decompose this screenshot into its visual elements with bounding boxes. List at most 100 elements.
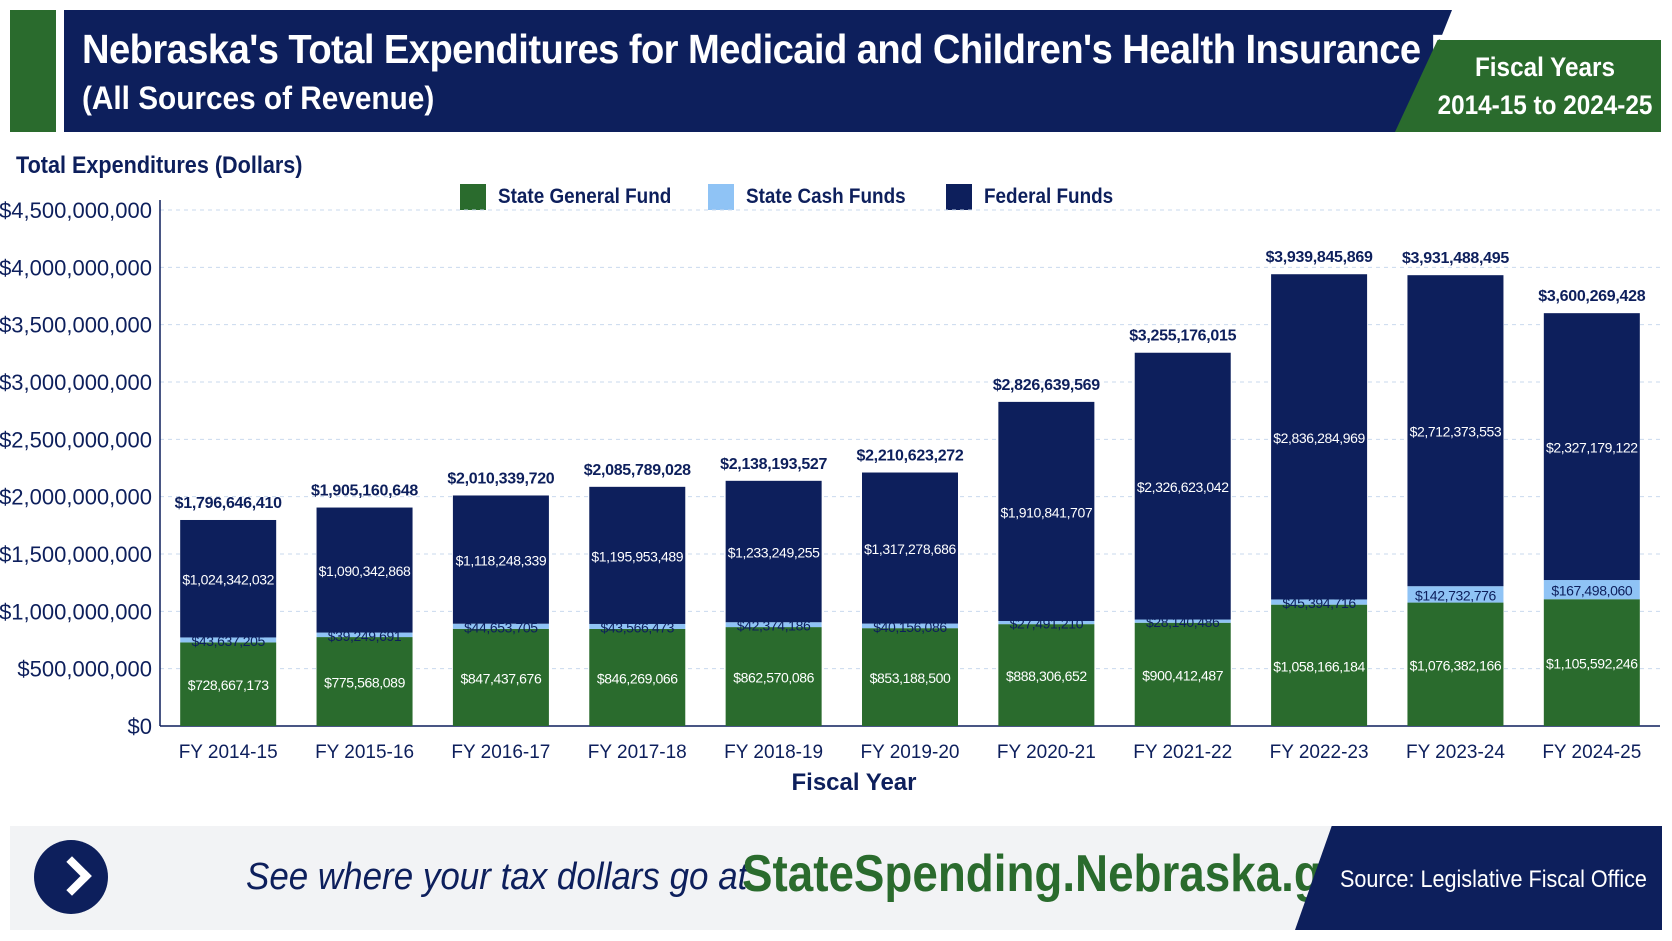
data-label: $1,024,342,032 — [182, 572, 274, 588]
data-label: $847,437,676 — [460, 670, 541, 686]
legend-label: State Cash Funds — [746, 185, 906, 208]
page-subtitle: (All Sources of Revenue) — [82, 80, 435, 116]
data-label: $1,058,166,184 — [1273, 658, 1365, 674]
legend-swatch-navy — [946, 184, 972, 210]
fiscal-years-panel — [1395, 40, 1661, 132]
bar-segment-state-general-fund — [725, 627, 822, 726]
x-tick-label: FY 2014-15 — [179, 742, 278, 763]
total-label: $3,600,269,428 — [1538, 288, 1645, 305]
legend-swatch-light-blue — [708, 184, 734, 210]
total-label: $1,905,160,648 — [311, 483, 418, 500]
bar-segment-state-cash-funds — [998, 620, 1095, 625]
y-tick-label: $1,500,000,000 — [0, 542, 152, 567]
data-label: $888,306,652 — [1006, 668, 1087, 684]
y-tick-label: $3,500,000,000 — [0, 313, 152, 338]
x-tick-label: FY 2019-20 — [861, 742, 960, 763]
total-label: $2,210,623,272 — [856, 448, 963, 465]
bar-segment-state-general-fund — [589, 628, 686, 726]
x-tick-label: FY 2024-25 — [1542, 742, 1641, 763]
data-label: $1,105,592,246 — [1546, 656, 1638, 672]
fiscal-years-label: Fiscal Years — [1474, 52, 1616, 82]
header-accent-left — [10, 10, 56, 132]
bar-segment-federal-funds — [316, 507, 413, 633]
data-label: $853,188,500 — [870, 670, 951, 686]
footer-source-panel — [1295, 826, 1662, 930]
y-tick-label: $2,500,000,000 — [0, 427, 152, 452]
data-label: $1,090,342,868 — [319, 563, 411, 579]
data-label: $1,076,382,166 — [1410, 657, 1502, 673]
total-label: $3,931,488,495 — [1402, 250, 1509, 267]
bar-segment-federal-funds — [725, 480, 822, 623]
bar-segment-state-general-fund — [1134, 622, 1231, 726]
bar-segment-state-cash-funds — [180, 637, 277, 643]
x-tick-label: FY 2020-21 — [997, 742, 1096, 763]
data-label: $1,195,953,489 — [591, 548, 683, 564]
x-tick-label: FY 2015-16 — [315, 742, 414, 763]
data-label: $862,570,086 — [733, 670, 814, 686]
bar-segment-state-general-fund — [862, 628, 958, 726]
data-label: $2,836,284,969 — [1273, 430, 1365, 446]
data-label: $2,326,623,042 — [1137, 479, 1229, 495]
data-label: $1,910,841,707 — [1001, 504, 1093, 520]
legend-label: State General Fund — [498, 185, 672, 208]
data-label: $846,269,066 — [597, 670, 678, 686]
bar-segment-state-general-fund — [452, 628, 549, 726]
data-label: $775,568,089 — [324, 675, 405, 691]
bar-segment-federal-funds — [1543, 313, 1640, 581]
x-tick-label: FY 2017-18 — [588, 742, 687, 763]
bar-segment-federal-funds — [1407, 275, 1504, 587]
bar-segment-state-general-fund — [316, 637, 413, 726]
data-label: $1,317,278,686 — [864, 541, 956, 557]
total-label: $2,138,193,527 — [720, 456, 827, 473]
y-axis-title: Total Expenditures (Dollars) — [16, 152, 303, 179]
bar-segment-state-cash-funds — [589, 623, 686, 629]
x-tick-label: FY 2023-24 — [1406, 742, 1505, 763]
chart-plot-area: $0 $500,000,000 $1,000,000,000 $1,500,000,0… — [0, 198, 1660, 796]
data-label: $1,233,249,255 — [728, 545, 820, 561]
data-label: $142,732,776 — [1415, 587, 1496, 603]
bar-segment-state-general-fund — [1271, 604, 1368, 726]
chevron-right-icon[interactable] — [34, 840, 108, 914]
bar-segment-federal-funds — [452, 495, 549, 624]
bar-segment-state-cash-funds — [862, 623, 958, 629]
bar-segment-federal-funds — [1134, 352, 1231, 620]
footer-tagline: See where your tax dollars go at — [246, 856, 748, 898]
y-tick-label: $4,000,000,000 — [0, 255, 152, 280]
bar-segment-federal-funds — [589, 486, 686, 624]
data-label: $900,412,487 — [1142, 667, 1223, 683]
data-label: $2,327,179,122 — [1546, 440, 1638, 456]
bar-segment-state-cash-funds — [1407, 586, 1504, 603]
x-tick-label: FY 2022-23 — [1270, 742, 1369, 763]
bar-segment-state-cash-funds — [316, 632, 413, 638]
x-tick-label: FY 2021-22 — [1133, 742, 1232, 763]
bar-segment-federal-funds — [998, 401, 1095, 621]
y-tick-label: $0 — [128, 714, 152, 739]
total-label: $1,796,646,410 — [175, 495, 282, 512]
bar-segment-federal-funds — [1271, 274, 1368, 600]
total-label: $2,826,639,569 — [993, 377, 1100, 394]
y-tick-label: $1,000,000,000 — [0, 599, 152, 624]
bar-segment-state-cash-funds — [452, 623, 549, 629]
x-axis-title: Fiscal Year — [792, 769, 917, 796]
total-label: $3,255,176,015 — [1129, 328, 1236, 345]
total-label: $2,085,789,028 — [584, 462, 691, 479]
x-tick-label: FY 2018-19 — [724, 742, 823, 763]
header-banner: Nebraska's Total Expenditures for Medica… — [0, 0, 1672, 134]
bar-segment-state-cash-funds — [1543, 580, 1640, 600]
total-label: $2,010,339,720 — [447, 470, 554, 487]
data-label: $728,667,173 — [188, 677, 269, 693]
data-label: $2,712,373,553 — [1410, 424, 1502, 440]
data-label: $1,118,248,339 — [456, 553, 547, 569]
page-title: Nebraska's Total Expenditures for Medica… — [82, 26, 1584, 72]
bar-segment-state-general-fund — [1407, 602, 1504, 726]
bar-segment-federal-funds — [862, 472, 958, 624]
legend-label: Federal Funds — [984, 185, 1114, 208]
legend-swatch-green — [460, 184, 486, 210]
total-label: $3,939,845,869 — [1266, 249, 1373, 266]
footer-url-link[interactable]: StateSpending.Nebraska.gov — [742, 845, 1376, 903]
bar-segment-state-cash-funds — [1134, 619, 1231, 623]
y-tick-label: $4,500,000,000 — [0, 198, 152, 223]
bar-segment-state-general-fund — [1543, 599, 1640, 726]
header-title-panel — [64, 10, 1452, 132]
bar-segment-state-cash-funds — [725, 622, 822, 628]
